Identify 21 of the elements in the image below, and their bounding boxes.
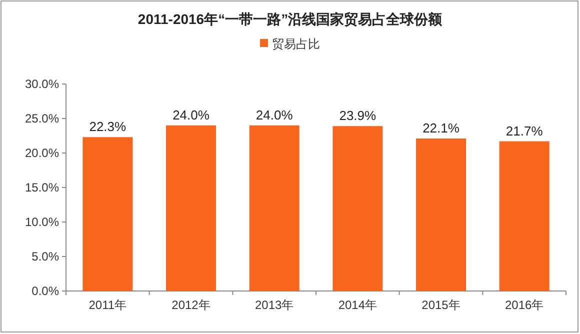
y-tick-label: 20.0% [24,146,60,160]
x-tick-label: 2014年 [338,298,378,312]
data-label: 22.1% [422,120,460,136]
y-tick-label: 0.0% [32,284,60,298]
data-label: 24.0% [256,107,294,122]
x-tick-label: 2011年 [88,298,127,312]
y-tick-label: 25.0% [24,112,60,126]
x-tick-label: 2015年 [422,298,460,312]
data-label: 22.3% [89,119,127,134]
x-tick-label: 2012年 [172,298,210,312]
data-label: 23.9% [339,108,377,124]
y-tick-label: 5.0% [32,250,60,264]
y-tick-label: 15.0% [24,180,60,195]
x-tick-label: 2016年 [504,298,544,312]
x-tick-label: 2013年 [254,298,294,312]
y-tick-label: 10.0% [24,215,60,230]
legend-label: 贸易占比 [272,37,320,51]
y-tick-label: 30.0% [24,77,60,92]
data-label: 21.7% [506,123,544,138]
data-label: 24.0% [172,107,210,122]
chart-title: 2011-2016年“一带一路”沿线国家贸易占全球份额 [138,11,444,27]
